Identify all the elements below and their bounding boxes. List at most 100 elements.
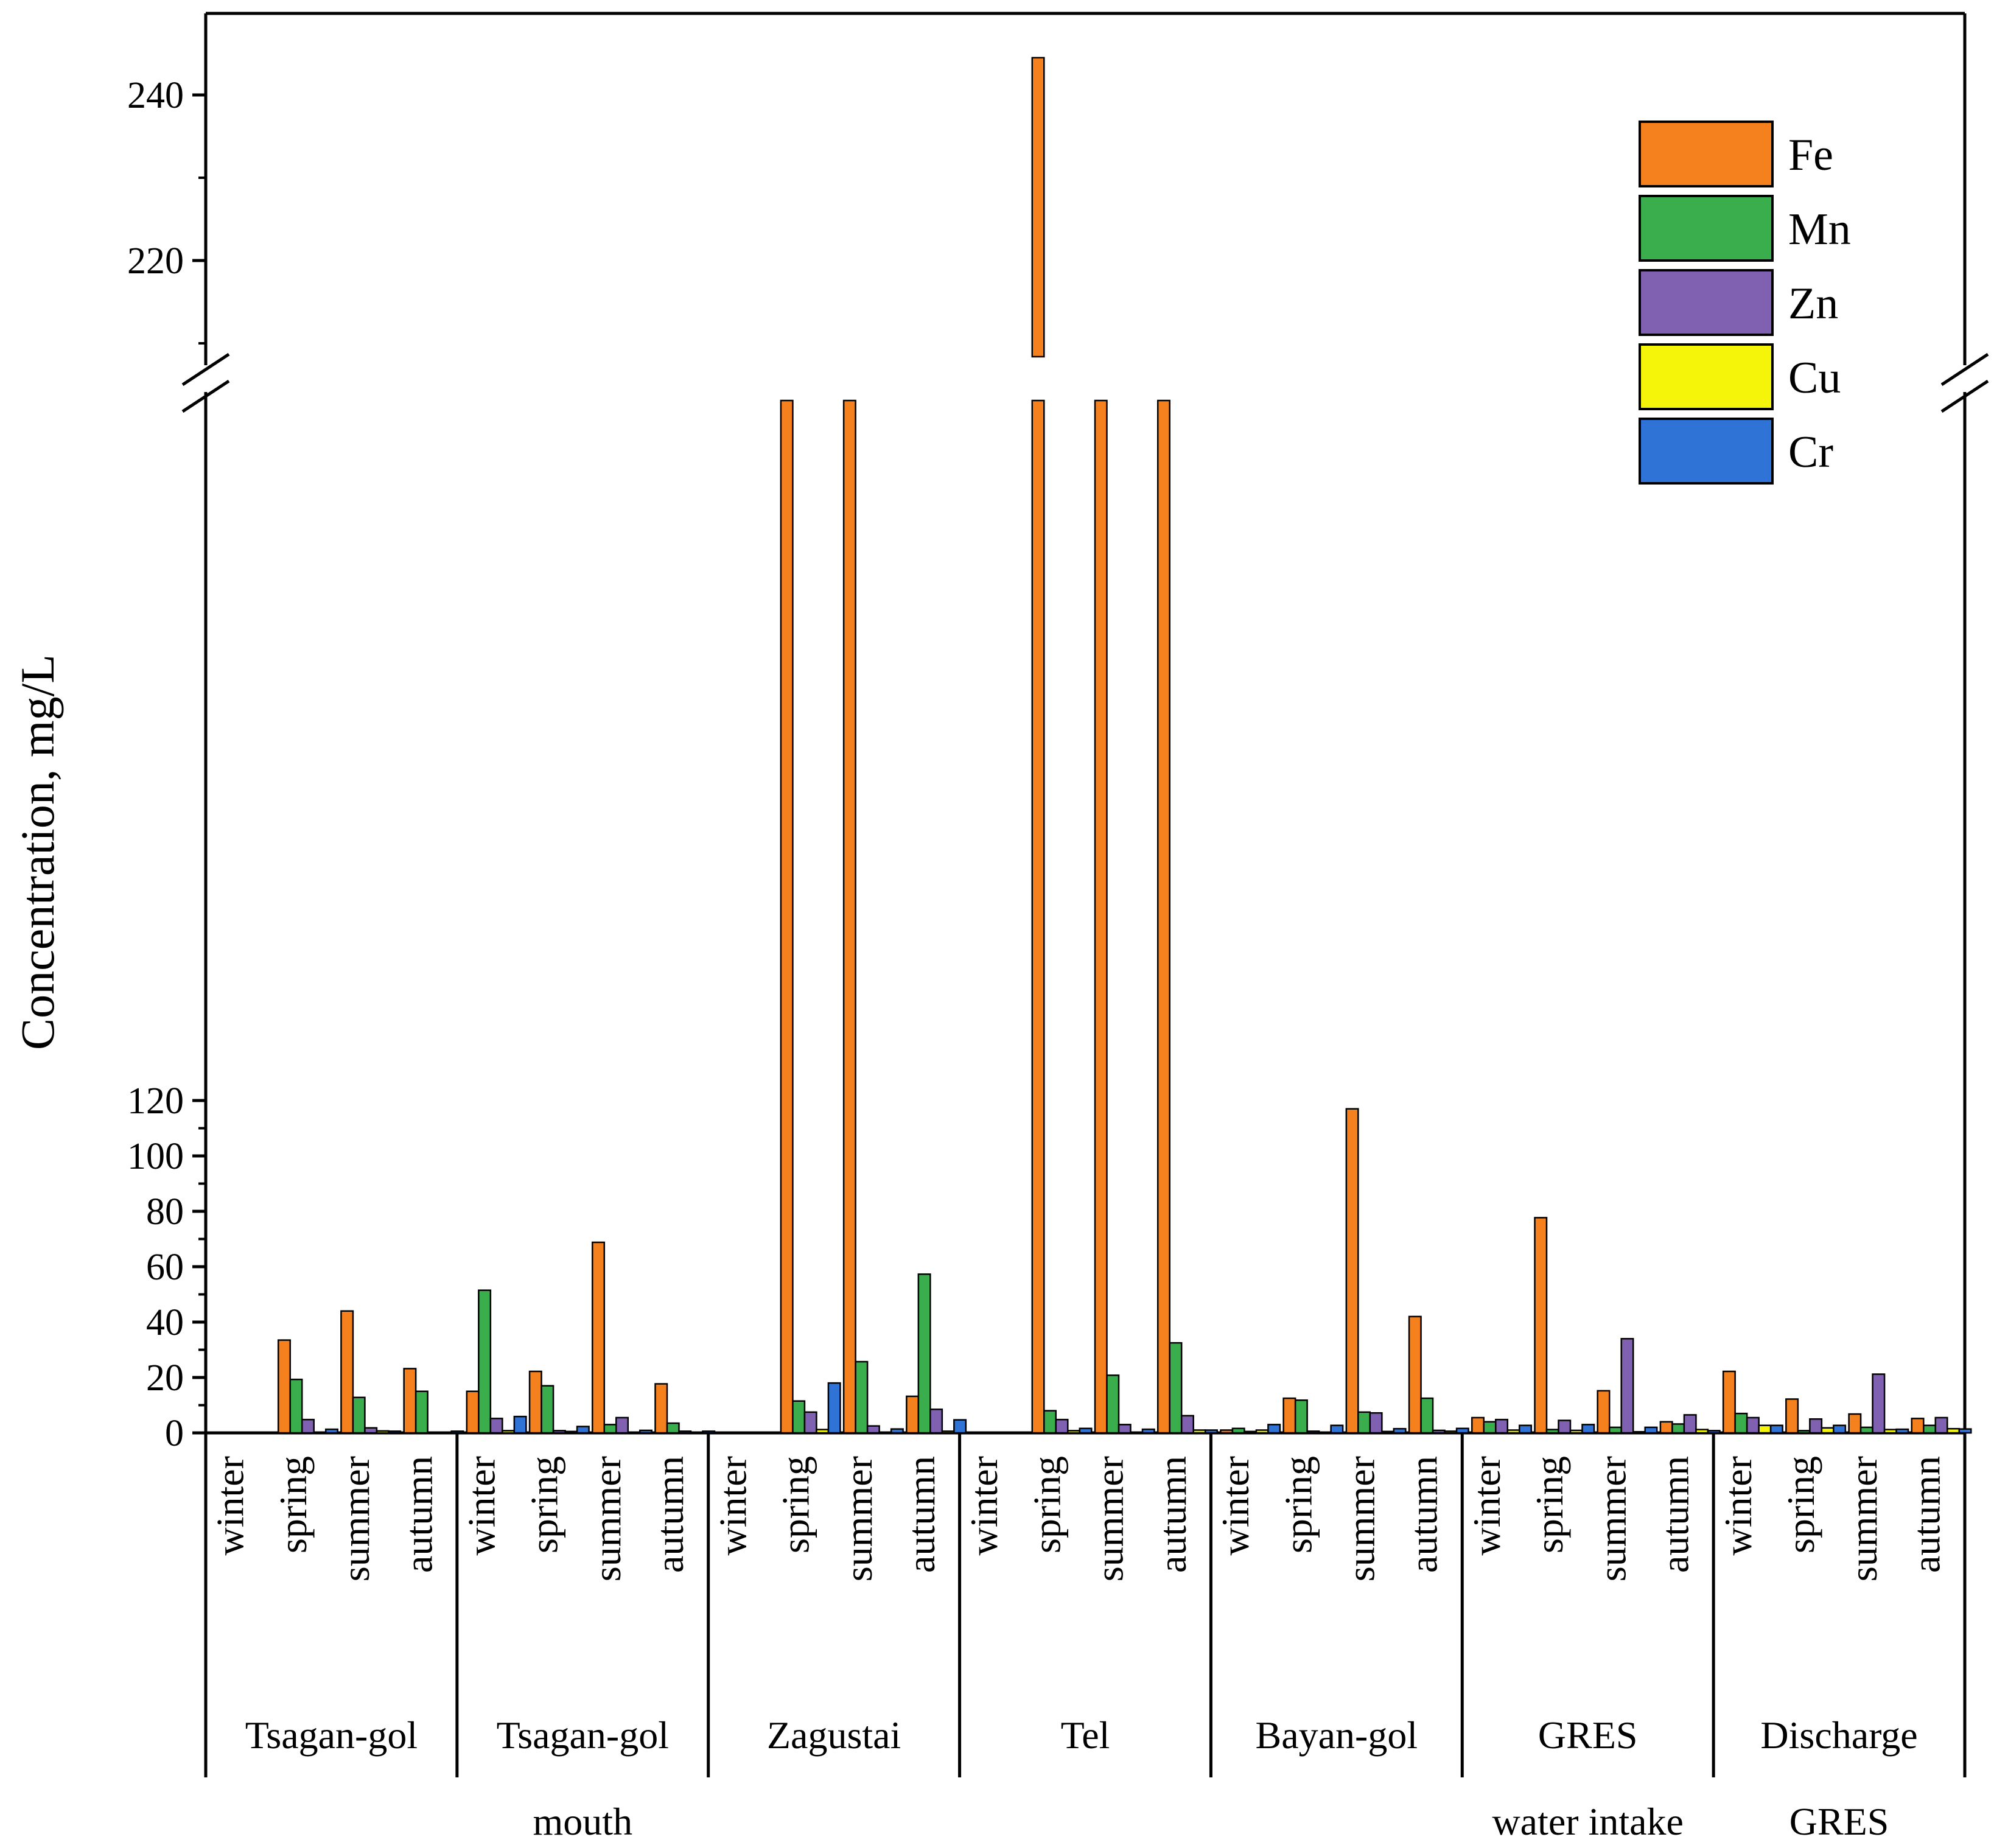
bar-mn [917,1273,931,1434]
bar-cu [1381,1430,1395,1434]
season-label: winter [460,1456,503,1556]
bar-fe [403,1368,417,1434]
legend-label: Cr [1788,427,1833,477]
bar-cu [1758,1424,1772,1434]
x-axis: winter spring summer autumn Tsagan-gol winter… [204,1433,1967,1843]
y-tick-label: 60 [146,1247,184,1288]
bar-cr [1330,1424,1344,1434]
bar-fe [1659,1421,1673,1434]
legend-swatch-fe [1639,121,1774,187]
axis-break-mark-right-2 [1940,379,1989,413]
bar-mn [603,1424,617,1434]
bar-mn [666,1422,680,1434]
site-label-line2: mouth [533,1800,633,1843]
bar-fe [466,1390,480,1434]
site-label: Tsagan-gol [245,1713,418,1757]
season-label: spring [774,1456,817,1553]
y-tick-label: 240 [127,75,184,116]
bar-cu [1192,1429,1206,1434]
bar-mn [289,1378,303,1434]
bar-cu [1506,1429,1520,1434]
bar-fe [1345,1108,1359,1434]
season-label: spring [1528,1456,1571,1553]
legend-swatch-cu [1639,343,1774,410]
season-label: spring [1276,1456,1320,1553]
bar-mn [415,1390,429,1434]
season-label: autumn [1402,1456,1446,1573]
season-label: autumn [1654,1456,1697,1573]
bar-mn [540,1385,554,1434]
bar-fe [592,1241,606,1434]
bar-cu [376,1430,390,1434]
legend-label: Mn [1788,205,1851,254]
bar-cr [1393,1427,1407,1434]
bar-fe [1597,1390,1611,1434]
season-label: summer [1339,1456,1382,1581]
season-label: autumn [1905,1456,1948,1573]
bar-cr [1141,1428,1155,1434]
bar-zn [1432,1429,1446,1434]
bar-zn [489,1418,503,1434]
bar-fe [1408,1315,1422,1434]
season-label: autumn [1151,1456,1194,1573]
bar-zn [1369,1412,1383,1434]
bar-zn [678,1430,692,1434]
bar-fe [780,399,794,1434]
bar-mn [1797,1430,1811,1434]
bar-zn [1495,1418,1509,1434]
site-label: Zagustai [767,1713,901,1757]
bar-mn [1231,1427,1245,1434]
bar-cr [388,1430,402,1434]
bar-cr [1833,1424,1847,1434]
bar-fe [1282,1397,1296,1434]
bar-fe [654,1383,668,1434]
bar-zn [1244,1430,1258,1434]
bar-zn [803,1411,817,1434]
bar-cu [1695,1429,1709,1434]
season-label: spring [1025,1456,1068,1553]
legend-label: Zn [1788,279,1838,329]
season-label: winter [711,1456,754,1556]
bar-zn [1306,1430,1320,1434]
season-label: spring [271,1456,315,1553]
season-label: winter [209,1456,252,1556]
season-label: autumn [397,1456,440,1573]
season-label: spring [1779,1456,1822,1553]
bar-cr [1895,1428,1909,1434]
bar-zn [866,1425,880,1434]
bars-layer [277,57,1972,1434]
bar-cr [1707,1430,1721,1434]
season-label: summer [586,1456,629,1581]
bar-zn [929,1409,943,1434]
bar-zn [1934,1416,1948,1434]
bar-zn [1872,1373,1886,1434]
season-label: winter [1716,1456,1760,1556]
bar-zn [364,1427,378,1434]
bar-mn [1671,1423,1685,1434]
bar-cr [1519,1424,1533,1434]
y-tick-label: 80 [146,1191,184,1233]
season-label: summer [1088,1456,1132,1581]
season-label: autumn [648,1456,691,1573]
bar-mn [1734,1412,1748,1434]
y-tick-label: 100 [127,1136,184,1177]
bar-fe [1471,1416,1485,1434]
legend-label: Fe [1788,130,1833,180]
bar-fe [528,1370,542,1434]
bar-cr [1204,1429,1218,1434]
bar-zn [615,1416,629,1434]
bar-cr [1455,1427,1469,1434]
bar-cr [1644,1426,1658,1434]
bar-cu [502,1430,516,1434]
axis-break-mark-right-1 [1940,352,1989,387]
season-label: winter [962,1456,1006,1556]
bar-mn [1859,1426,1873,1434]
bar-fe [842,399,856,1434]
bar-mn [1545,1429,1559,1434]
bar-mn [352,1396,366,1434]
bar-cr [702,1430,716,1434]
bar-zn [1055,1418,1069,1434]
y-tick-label: 120 [127,1080,184,1122]
bar-fe [1848,1413,1862,1434]
